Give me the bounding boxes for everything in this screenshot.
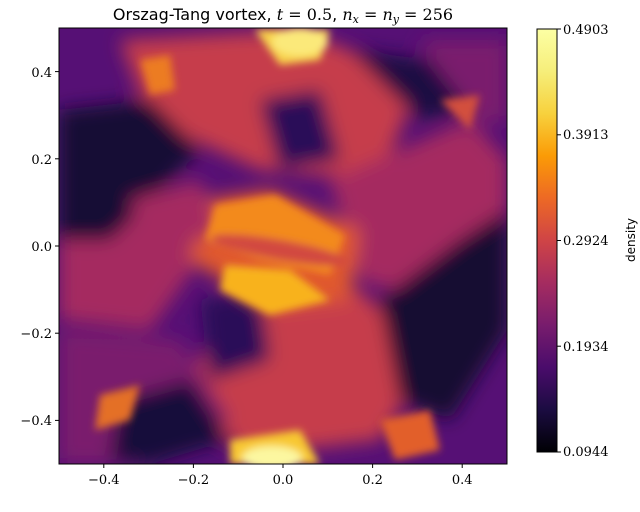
y-tick: 0.2 [31, 153, 59, 168]
x-tick-label: 0.4 [452, 473, 473, 488]
x-tick: −0.4 [88, 464, 120, 488]
y-tick-label: −0.4 [20, 414, 52, 429]
colorbar-tick: 0.1934 [557, 340, 609, 355]
x-tick: −0.2 [178, 464, 210, 488]
colorbar-label: density [624, 218, 638, 262]
colorbar-tick: 0.3913 [557, 128, 609, 143]
chart-title: Orszag-Tang vortex, t = 0.5, nx = ny = 2… [113, 5, 453, 26]
colorbar-tick-label: 0.1934 [563, 340, 609, 355]
x-tick-label: −0.4 [88, 473, 120, 488]
x-tick-label: 0.2 [362, 473, 383, 488]
x-tick-label: 0.0 [273, 473, 294, 488]
y-tick-label: 0.2 [31, 153, 52, 168]
y-tick: 0.0 [31, 240, 59, 255]
x-tick: 0.4 [452, 464, 473, 488]
y-axis: −0.4 −0.2 0.0 0.2 0.4 [20, 66, 59, 429]
colorbar-tick-label: 0.4903 [563, 23, 609, 38]
colorbar-tick-label: 0.2924 [563, 234, 609, 249]
y-tick-label: 0.4 [31, 66, 52, 81]
colorbar-tick-label: 0.0944 [563, 445, 609, 460]
y-tick: −0.4 [20, 414, 59, 429]
colorbar-tick: 0.2924 [557, 234, 609, 249]
colorbar: 0.0944 0.1934 0.2924 0.3913 0.4903 densi… [536, 23, 638, 460]
colorbar-tick: 0.0944 [557, 445, 609, 460]
x-tick: 0.0 [273, 464, 294, 488]
x-tick-label: −0.2 [178, 473, 210, 488]
y-tick-label: −0.2 [20, 327, 52, 342]
y-tick-label: 0.0 [31, 240, 52, 255]
density-heatmap [59, 28, 507, 464]
y-tick: 0.4 [31, 66, 59, 81]
colorbar-tick-label: 0.3913 [563, 128, 609, 143]
colorbar-gradient [536, 28, 558, 453]
x-axis: −0.4 −0.2 0.0 0.2 0.4 [88, 464, 473, 488]
y-tick: −0.2 [20, 327, 59, 342]
colorbar-tick: 0.4903 [557, 23, 609, 38]
x-tick: 0.2 [362, 464, 383, 488]
